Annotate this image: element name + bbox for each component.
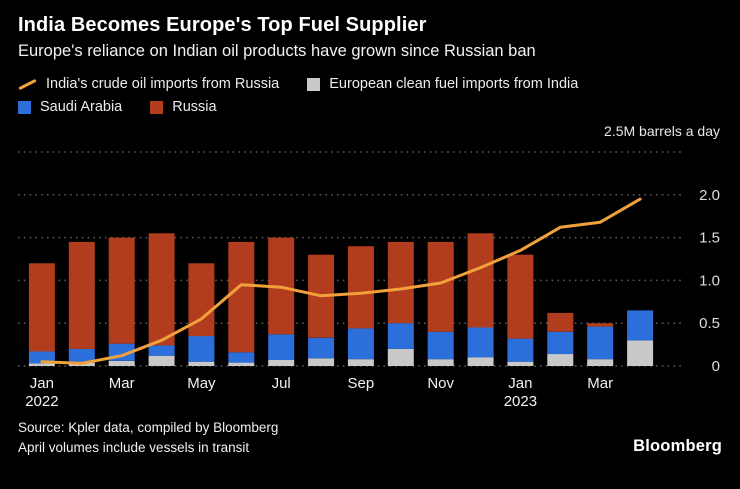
bar-segment-russia — [387, 241, 414, 324]
chart-title: India Becomes Europe's Top Fuel Supplier — [18, 14, 427, 36]
x-tick-label: Mar — [109, 375, 135, 392]
bar-segment-european-clean-fuel-imports-from-india — [387, 348, 414, 366]
bar-segment-european-clean-fuel-imports-from-india — [547, 354, 574, 366]
bar-segment-saudi-arabia — [68, 348, 95, 363]
x-tick-label: Jul — [272, 375, 291, 392]
x-tick-label: Jan — [508, 375, 532, 392]
bar-segment-saudi-arabia — [387, 323, 414, 349]
bar-segment-saudi-arabia — [308, 337, 335, 359]
bar-segment-russia — [467, 233, 494, 328]
source-line-2: April volumes include vessels in transit — [18, 439, 250, 455]
bar-segment-saudi-arabia — [188, 336, 215, 362]
square-swatch-icon — [150, 100, 164, 114]
x-tick-label: Sep — [348, 375, 375, 392]
legend-row: Saudi Arabia Russia — [18, 99, 722, 115]
bar-segment-russia — [108, 237, 135, 344]
x-tick-label: Mar — [587, 375, 613, 392]
bar-segment-european-clean-fuel-imports-from-india — [148, 355, 175, 366]
bar-segment-european-clean-fuel-imports-from-india — [507, 361, 534, 366]
y-tick-label: 1.5 — [699, 230, 720, 247]
footer: Source: Kpler data, compiled by Bloomber… — [18, 418, 722, 457]
legend-item-saudi-arabia: Saudi Arabia — [18, 99, 122, 115]
bar-segment-saudi-arabia — [148, 345, 175, 356]
y-tick-label: 0.5 — [699, 315, 720, 332]
bar-segment-european-clean-fuel-imports-from-india — [427, 359, 454, 366]
source-line-1: Source: Kpler data, compiled by Bloomber… — [18, 420, 279, 435]
bar-segment-european-clean-fuel-imports-from-india — [627, 340, 654, 366]
bar-segment-european-clean-fuel-imports-from-india — [28, 363, 55, 366]
bar-segment-saudi-arabia — [228, 352, 255, 363]
bar-segment-saudi-arabia — [427, 331, 454, 360]
bar-segment-russia — [347, 246, 374, 329]
x-tick-label: Jan — [30, 375, 54, 392]
bar-segment-russia — [547, 312, 574, 332]
legend-label: European clean fuel imports from India — [329, 76, 579, 92]
bar-segment-european-clean-fuel-imports-from-india — [188, 361, 215, 366]
bar-segment-russia — [28, 263, 55, 352]
bar-segment-saudi-arabia — [587, 326, 614, 360]
bar-segment-russia — [228, 241, 255, 353]
legend-label: India's crude oil imports from Russia — [46, 76, 280, 92]
y-axis-unit-label: 2.5M barrels a day — [604, 123, 720, 139]
bar-segment-saudi-arabia — [547, 331, 574, 355]
bar-segment-russia — [148, 233, 175, 346]
bar-segment-russia — [68, 241, 95, 349]
bar-segment-saudi-arabia — [467, 327, 494, 358]
line-series-swatch-icon — [18, 78, 37, 90]
x-tick-label: Nov — [427, 375, 454, 392]
bar-segment-russia — [427, 241, 454, 332]
y-tick-label: 2.0 — [699, 187, 720, 204]
x-tick-year-label: 2023 — [504, 393, 537, 410]
bar-segment-european-clean-fuel-imports-from-india — [587, 359, 614, 366]
bar-segment-russia — [507, 254, 534, 339]
bar-segment-russia — [587, 323, 614, 327]
bar-segment-european-clean-fuel-imports-from-india — [467, 357, 494, 366]
chart-subtitle: Europe's reliance on Indian oil products… — [18, 42, 536, 60]
source-note: Source: Kpler data, compiled by Bloomber… — [18, 418, 278, 457]
y-tick-label: 0 — [712, 358, 720, 375]
x-tick-label: May — [187, 375, 216, 392]
x-tick-year-label: 2022 — [25, 393, 58, 410]
bar-segment-saudi-arabia — [268, 334, 295, 360]
line-series — [40, 197, 642, 365]
y-tick-label: 1.0 — [699, 272, 720, 289]
bar-segment-saudi-arabia — [627, 310, 654, 341]
legend-item-india-crude-line: India's crude oil imports from Russia — [18, 76, 279, 92]
bar-segment-saudi-arabia — [28, 351, 55, 364]
legend-label: Saudi Arabia — [40, 99, 123, 115]
chart-area: 2.0 1.5 1.0 0.5 0 Jan 2022 Mar May Jul Sep Nov Jan 20… — [18, 140, 722, 414]
bar-segment-saudi-arabia — [347, 328, 374, 360]
bar-segment-european-clean-fuel-imports-from-india — [228, 362, 255, 366]
bloomberg-logo: Bloomberg — [633, 437, 722, 456]
legend-item-russia: Russia — [150, 99, 217, 115]
square-swatch-icon — [307, 77, 321, 91]
legend-row: India's crude oil imports from Russia Eu… — [18, 76, 722, 92]
bar-segment-european-clean-fuel-imports-from-india — [108, 360, 135, 366]
bar-segment-european-clean-fuel-imports-from-india — [347, 359, 374, 366]
bar-segment-saudi-arabia — [507, 338, 534, 362]
legend-label: Russia — [172, 99, 217, 115]
square-swatch-icon — [18, 100, 31, 114]
legend-item-european-clean-fuel: European clean fuel imports from India — [307, 76, 578, 92]
bar-segment-european-clean-fuel-imports-from-india — [308, 358, 335, 366]
legend: India's crude oil imports from Russia Eu… — [18, 76, 722, 115]
bar-segment-european-clean-fuel-imports-from-india — [268, 360, 295, 366]
